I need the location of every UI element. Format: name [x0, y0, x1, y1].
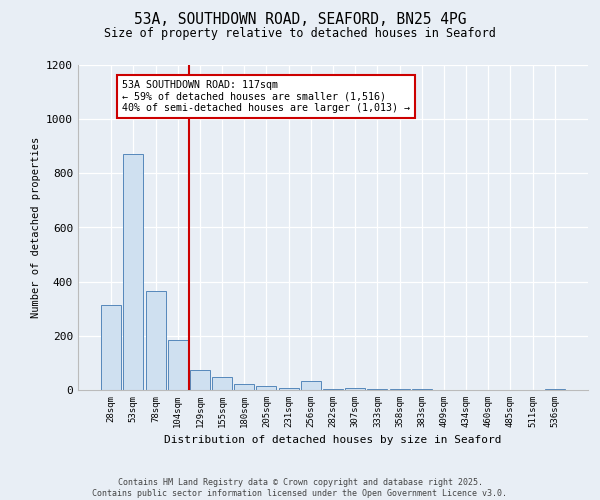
Bar — [301, 380, 321, 390]
Text: 53A SOUTHDOWN ROAD: 117sqm
← 59% of detached houses are smaller (1,516)
40% of s: 53A SOUTHDOWN ROAD: 117sqm ← 59% of deta… — [122, 80, 410, 113]
Text: Size of property relative to detached houses in Seaford: Size of property relative to detached ho… — [104, 28, 496, 40]
Bar — [212, 377, 232, 390]
Y-axis label: Number of detached properties: Number of detached properties — [31, 137, 41, 318]
Bar — [545, 389, 565, 390]
Bar — [256, 386, 277, 390]
Text: 53A, SOUTHDOWN ROAD, SEAFORD, BN25 4PG: 53A, SOUTHDOWN ROAD, SEAFORD, BN25 4PG — [134, 12, 466, 28]
Bar — [389, 389, 410, 390]
Bar — [412, 389, 432, 390]
Bar — [234, 384, 254, 390]
Bar — [190, 370, 210, 390]
Text: Contains HM Land Registry data © Crown copyright and database right 2025.
Contai: Contains HM Land Registry data © Crown c… — [92, 478, 508, 498]
Bar — [101, 304, 121, 390]
Bar — [323, 388, 343, 390]
Bar — [146, 291, 166, 390]
Bar — [124, 154, 143, 390]
Bar — [278, 388, 299, 390]
Bar — [168, 340, 188, 390]
Bar — [367, 388, 388, 390]
X-axis label: Distribution of detached houses by size in Seaford: Distribution of detached houses by size … — [164, 436, 502, 446]
Bar — [345, 388, 365, 390]
